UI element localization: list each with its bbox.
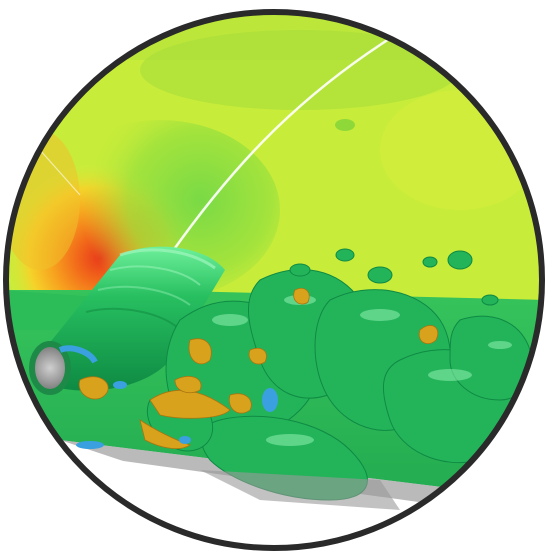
flow-field [0, 0, 548, 556]
flow-visualization-image [0, 0, 548, 556]
figure-frame [0, 0, 548, 556]
